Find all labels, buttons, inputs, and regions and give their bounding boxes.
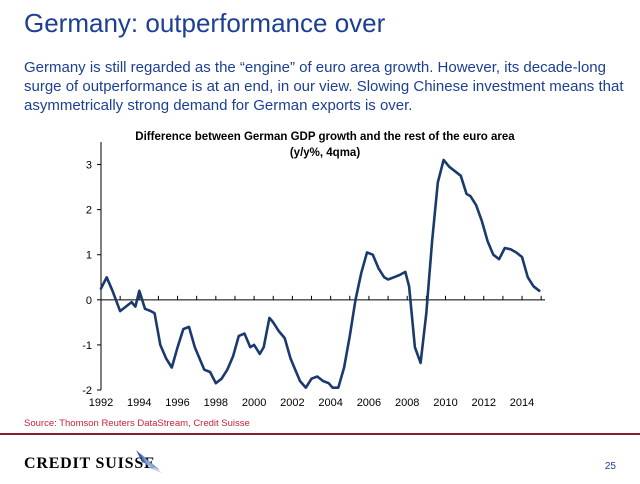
x-tick-label: 2014 — [510, 397, 534, 409]
x-tick-label: 1994 — [127, 397, 151, 409]
sail-icon: CREDIT SUISSE — [24, 450, 162, 473]
x-tick-label: 2006 — [357, 397, 381, 409]
credit-suisse-logo: CREDIT SUISSE — [24, 448, 164, 478]
slide-subtitle: Germany is still regarded as the “engine… — [24, 59, 624, 114]
y-tick-label: 0 — [86, 295, 92, 307]
x-tick-label: 2010 — [433, 397, 457, 409]
gdp-difference-line — [99, 158, 541, 390]
y-tick-label: 2 — [86, 205, 92, 217]
slide-title: Germany: outperformance over — [24, 8, 386, 38]
y-tick-label: 3 — [86, 160, 92, 172]
x-tick-label: 1992 — [89, 397, 113, 409]
x-tick-label: 1996 — [165, 397, 189, 409]
gdp-difference-chart: Difference between German GDP growth and… — [82, 131, 545, 409]
x-tick-label: 2000 — [242, 397, 266, 409]
x-tick-label: 2012 — [472, 397, 496, 409]
y-tick-label: -1 — [82, 340, 92, 352]
chart-subtitle: (y/y%, 4qma) — [290, 147, 360, 159]
x-tick-label: 1998 — [204, 397, 228, 409]
source-note: Source: Thomson Reuters DataStream, Cred… — [24, 418, 250, 429]
brand-name: CREDIT SUISSE — [24, 455, 156, 472]
x-tick-label: 2008 — [395, 397, 419, 409]
x-tick-label: 2002 — [280, 397, 304, 409]
y-tick-label: 1 — [86, 250, 92, 262]
y-tick-label: -2 — [82, 385, 92, 397]
footer-divider — [0, 433, 640, 435]
x-tick-label: 2004 — [318, 397, 342, 409]
chart-title: Difference between German GDP growth and… — [135, 131, 515, 143]
page-number: 25 — [604, 461, 616, 472]
